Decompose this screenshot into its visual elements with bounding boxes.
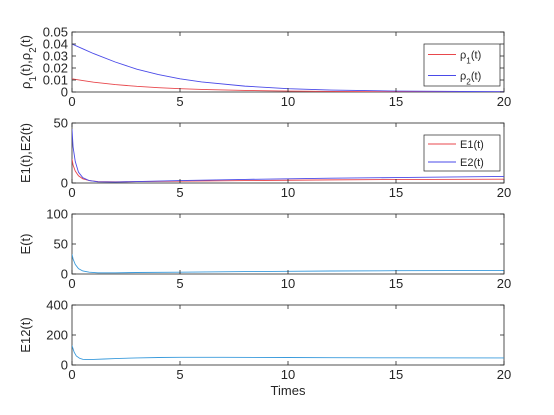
y-tick-label: 0.04: [43, 37, 68, 52]
y-tick-label: 50: [54, 116, 68, 131]
series-line-2: [72, 43, 504, 92]
legend-box: [423, 134, 501, 172]
subplot-2: 0 5 10 15 20 0 50 E1(t),E2(t) E1(t) E2(t): [18, 116, 511, 201]
y-tick-label: 0.05: [43, 25, 68, 40]
x-tick-label: 15: [389, 94, 403, 109]
y-tick-label: 50: [54, 237, 68, 252]
x-tick-label: 20: [497, 94, 511, 109]
subplot-1: 0 5 10 15 20 00.010.020.030.040.05 ρ1(t),ρ2(t)…: [18, 25, 511, 110]
legend: E1(t) E2(t): [423, 134, 501, 172]
legend-box: [423, 43, 501, 87]
x-tick-label: 0: [68, 276, 75, 291]
y-axis-label: E1(t),E2(t): [18, 123, 33, 183]
x-tick-label: 10: [281, 94, 295, 109]
legend-entry: E2(t): [460, 157, 484, 169]
y-tick-label: 0: [61, 358, 68, 373]
x-tick-label: 10: [281, 276, 295, 291]
y-axis-label: E12(t): [18, 317, 33, 352]
y-tick-label: 0: [61, 176, 68, 191]
x-tick-label: 15: [389, 367, 403, 382]
x-tick-label: 15: [389, 185, 403, 200]
x-tick-label: 0: [68, 94, 75, 109]
legend-entry: ρ1(t): [460, 50, 481, 66]
x-tick-label: 20: [497, 367, 511, 382]
series-line-1: [72, 345, 504, 361]
plot-area: [71, 213, 505, 275]
y-tick-label: 0.03: [43, 49, 68, 64]
x-tick-label: 5: [176, 185, 183, 200]
legend-entry: ρ2(t): [460, 71, 481, 87]
x-tick-label: 5: [176, 94, 183, 109]
x-tick-label: 5: [176, 276, 183, 291]
x-tick-label: 10: [281, 185, 295, 200]
legend: ρ1(t) ρ2(t): [423, 43, 501, 87]
y-tick-label: 0: [61, 85, 68, 100]
x-tick-label: 20: [497, 185, 511, 200]
x-tick-label: 5: [176, 367, 183, 382]
x-tick-label: 20: [497, 276, 511, 291]
series-line-2: [72, 128, 504, 183]
y-tick-label: 400: [46, 298, 68, 313]
x-tick-label: 10: [281, 367, 295, 382]
x-axis-label: Times: [271, 383, 306, 398]
y-tick-label: 0: [61, 267, 68, 282]
subplot-3: 0 5 10 15 20 0 50 100 E(t): [18, 207, 511, 292]
x-tick-label: 0: [68, 367, 75, 382]
y-axis-label: ρ1(t),ρ2(t): [18, 35, 39, 89]
y-tick-label: 0.02: [43, 61, 68, 76]
series-line-1: [72, 254, 504, 274]
plot-area: [71, 304, 505, 366]
y-tick-label: 200: [46, 328, 68, 343]
y-tick-label: 0.01: [43, 73, 68, 88]
y-tick-label: 100: [46, 207, 68, 222]
legend-entry: E1(t): [460, 139, 484, 151]
y-axis-label: E(t): [18, 234, 33, 255]
x-tick-label: 0: [68, 185, 75, 200]
x-tick-label: 15: [389, 276, 403, 291]
